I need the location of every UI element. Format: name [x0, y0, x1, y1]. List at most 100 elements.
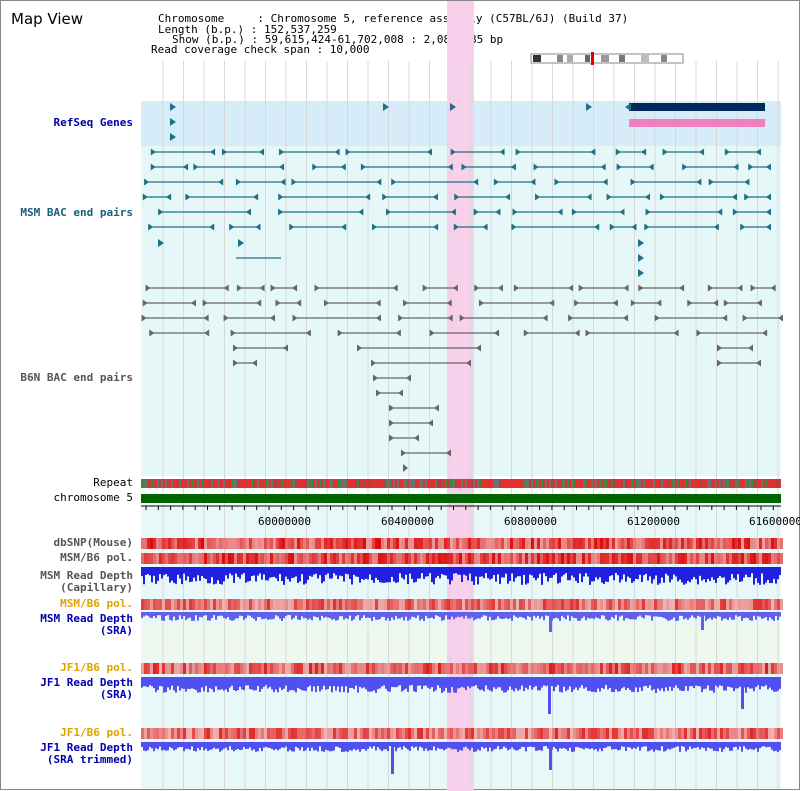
heatmap-cell: [777, 599, 780, 610]
track-label-jf1-depth-trimmed[interactable]: JF1 Read Depth: [40, 741, 133, 754]
depth-bar: [165, 742, 167, 751]
depth-bar: [593, 567, 595, 582]
heatmap-cell: [393, 538, 396, 549]
depth-bar: [657, 567, 659, 585]
heatmap-cell: [588, 538, 591, 549]
depth-bar: [653, 567, 655, 580]
repeat-segment: [751, 479, 753, 488]
depth-bar: [653, 677, 655, 690]
track-label-jf1-pol-2[interactable]: JF1/B6 pol.: [60, 726, 133, 739]
heatmap-cell: [501, 663, 504, 674]
depth-bar: [173, 612, 175, 617]
track-label-b6n-bac[interactable]: B6N BAC end pairs: [20, 371, 133, 384]
heatmap-cell: [570, 538, 573, 549]
bac-end-marker: [314, 284, 320, 292]
heatmap-cell: [777, 663, 780, 674]
track-label-jf1-pol-1[interactable]: JF1/B6 pol.: [60, 661, 133, 674]
heatmap-cell: [312, 538, 315, 549]
heatmap-cell: [213, 728, 216, 739]
heatmap-cell: [162, 663, 165, 674]
heatmap-cell: [759, 599, 762, 610]
track-label-msm-bac[interactable]: MSM BAC end pairs: [20, 206, 133, 219]
depth-bar: [567, 742, 569, 751]
heatmap-cell: [558, 553, 561, 564]
heatmap-cell: [615, 553, 618, 564]
bac-end-marker: [770, 284, 776, 292]
bac-end-marker: [371, 223, 377, 231]
heatmap-cell: [717, 538, 720, 549]
depth-bar: [711, 612, 713, 620]
depth-bar: [779, 742, 781, 751]
depth-bar: [747, 742, 749, 750]
depth-bar: [219, 612, 221, 616]
repeat-segment: [497, 479, 499, 488]
bac-end-marker: [447, 314, 453, 322]
track-label-msm-pol-2[interactable]: MSM/B6 pol.: [60, 597, 133, 610]
heatmap-cell: [582, 599, 585, 610]
track-label-dbsnp[interactable]: dbSNP(Mouse): [53, 536, 133, 549]
heatmap-cell: [534, 538, 537, 549]
heatmap-cell: [234, 538, 237, 549]
heatmap-cell: [552, 599, 555, 610]
track-label-msm-depth-capillary[interactable]: MSM Read Depth: [40, 569, 133, 582]
depth-bar: [189, 742, 191, 750]
heatmap-cell: [624, 538, 627, 549]
repeat-segment: [771, 479, 773, 488]
depth-bar: [275, 567, 277, 579]
refseq-gene-marker: [450, 103, 456, 111]
heatmap-cell: [522, 728, 525, 739]
heatmap-cell: [546, 538, 549, 549]
bac-end-marker: [373, 374, 378, 382]
depth-bar: [503, 742, 505, 747]
depth-bar: [437, 612, 439, 617]
heatmap-cell: [309, 538, 312, 549]
heatmap-cell: [300, 538, 303, 549]
track-label-msm-pol-1[interactable]: MSM/B6 pol.: [60, 551, 133, 564]
heatmap-cell: [732, 728, 735, 739]
repeat-segment: [325, 479, 327, 488]
heatmap-cell: [411, 728, 414, 739]
heatmap-cell: [429, 663, 432, 674]
heatmap-cell: [738, 728, 741, 739]
heatmap-cell: [618, 538, 621, 549]
heatmap-cell: [234, 663, 237, 674]
depth-bar: [639, 612, 641, 616]
bac-end-marker: [292, 284, 298, 292]
depth-bar: [235, 612, 237, 619]
depth-bar: [287, 612, 289, 616]
depth-bar: [281, 742, 283, 748]
depth-bar: [479, 612, 481, 619]
heatmap-cell: [753, 553, 756, 564]
heatmap-cell: [417, 538, 420, 549]
depth-bar: [279, 742, 281, 749]
depth-bar: [397, 677, 399, 687]
heatmap-cell: [549, 538, 552, 549]
bac-end-marker: [341, 223, 347, 231]
heatmap-cell: [456, 538, 459, 549]
track-label-jf1-depth-sra[interactable]: JF1 Read Depth: [40, 676, 133, 689]
depth-bar: [307, 567, 309, 580]
depth-bar: [717, 742, 719, 752]
heatmap-cell: [285, 538, 288, 549]
depth-bar: [265, 567, 267, 581]
heatmap-cell: [504, 553, 507, 564]
heatmap-cell: [261, 728, 264, 739]
heatmap-cell: [177, 538, 180, 549]
depth-bar: [745, 567, 747, 575]
depth-bar: [573, 742, 575, 752]
depth-bar: [289, 742, 291, 750]
heatmap-cell: [150, 728, 153, 739]
depth-bar: [523, 612, 525, 618]
depth-bar: [559, 742, 561, 749]
heatmap-cell: [633, 538, 636, 549]
heatmap-cell: [456, 663, 459, 674]
heatmap-cell: [570, 663, 573, 674]
heatmap-cell: [687, 728, 690, 739]
track-label-msm-depth-sra[interactable]: MSM Read Depth: [40, 612, 133, 625]
track-label-refseq[interactable]: RefSeq Genes: [53, 116, 133, 129]
depth-bar: [627, 567, 629, 577]
depth-bar: [431, 742, 433, 751]
repeat-segment: [759, 479, 761, 488]
depth-bar: [355, 567, 357, 577]
